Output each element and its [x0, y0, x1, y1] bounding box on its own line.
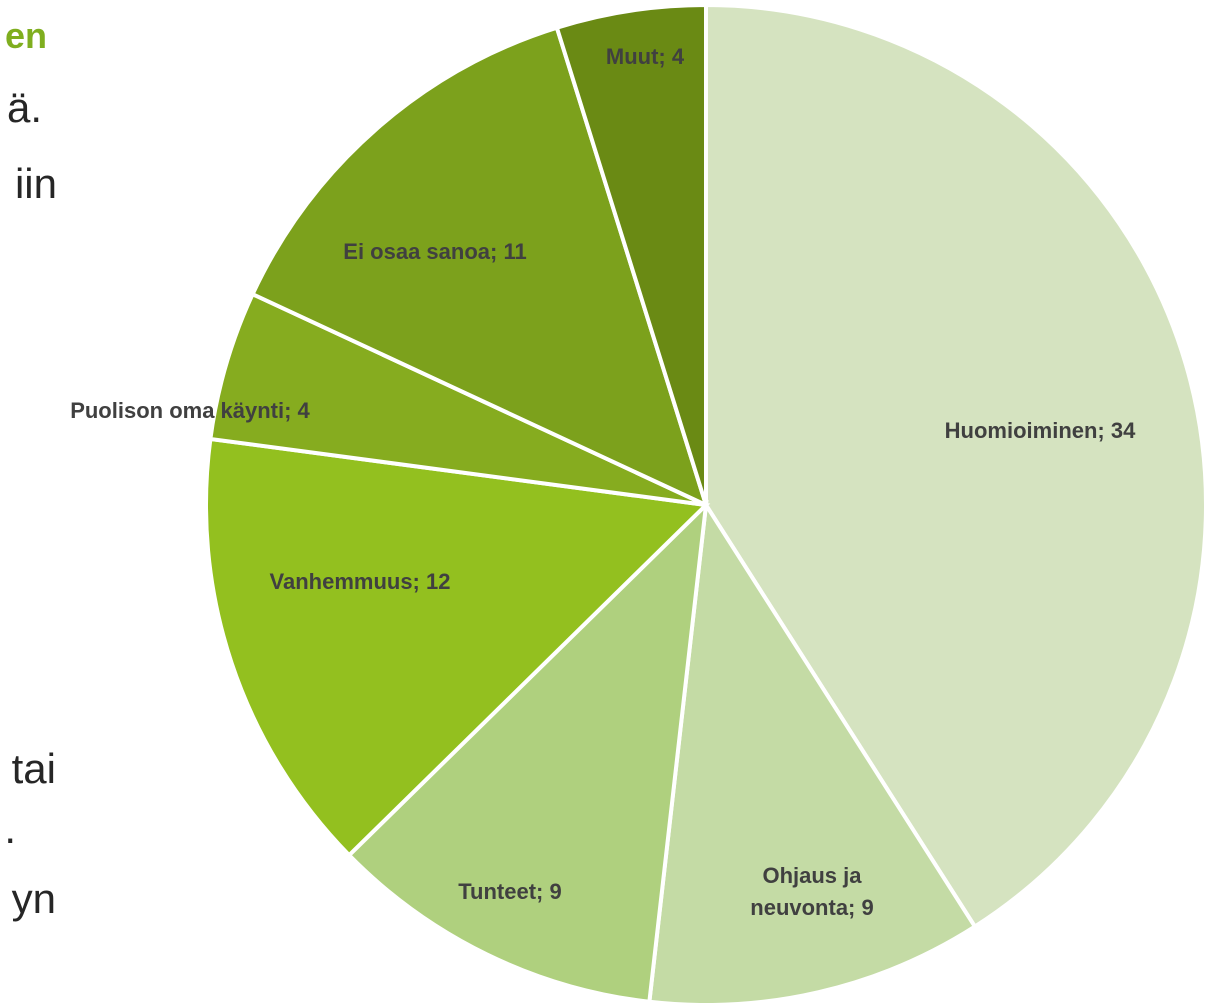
pie-slice — [208, 291, 707, 507]
slice-label: Puolison oma käynti; 4 — [70, 398, 310, 423]
slice-label: Huomioiminen; 34 — [945, 418, 1136, 443]
side-text: ä. — [7, 84, 42, 131]
pie-slice — [704, 2, 1208, 930]
side-text: iin — [15, 160, 57, 207]
side-text: yn — [12, 875, 56, 922]
pie-slice — [647, 499, 978, 1003]
slice-label: Muut; 4 — [606, 44, 685, 69]
slice-label: Ei osaa sanoa; 11 — [343, 239, 526, 264]
pie-slice — [204, 436, 711, 859]
pie-slice — [346, 499, 709, 1003]
slice-label: Ohjaus ja neuvonta; 9 — [750, 863, 873, 920]
label-line: Ohjaus ja — [762, 863, 862, 888]
side-text: tai — [12, 745, 56, 792]
slice-label: Vanhemmuus; 12 — [270, 569, 451, 594]
side-text: . — [4, 805, 16, 852]
label-line: neuvonta; 9 — [750, 895, 873, 920]
pie-slice — [554, 2, 708, 506]
side-text: en — [5, 15, 47, 56]
slice-label: Tunteet; 9 — [458, 879, 561, 904]
